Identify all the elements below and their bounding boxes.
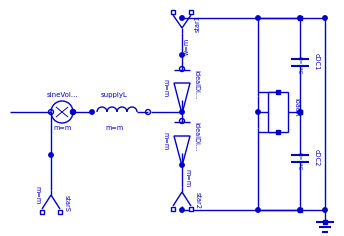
- Text: C=2*C: C=2*C: [297, 152, 301, 170]
- Bar: [298, 208, 302, 212]
- Text: m=m: m=m: [34, 186, 40, 204]
- Bar: [40, 210, 44, 214]
- Circle shape: [180, 163, 184, 167]
- Circle shape: [256, 16, 260, 20]
- Circle shape: [180, 53, 184, 57]
- Text: supplyL: supplyL: [100, 92, 127, 98]
- Bar: [171, 207, 175, 211]
- Text: cDC1: cDC1: [314, 53, 320, 71]
- Bar: [298, 110, 302, 114]
- Circle shape: [180, 208, 184, 212]
- Text: m=m: m=m: [162, 132, 168, 150]
- Bar: [171, 10, 175, 14]
- Circle shape: [298, 110, 302, 114]
- Circle shape: [90, 110, 94, 114]
- Text: groundDC: groundDC: [329, 235, 344, 236]
- Text: idealDi...: idealDi...: [193, 122, 199, 152]
- Bar: [276, 90, 280, 94]
- Circle shape: [256, 208, 260, 212]
- Text: m=m: m=m: [105, 125, 123, 131]
- Text: w=m: w=m: [184, 37, 190, 55]
- Bar: [323, 220, 327, 224]
- Circle shape: [180, 110, 184, 114]
- Circle shape: [256, 110, 260, 114]
- Bar: [268, 92, 288, 132]
- Bar: [298, 16, 302, 20]
- Text: m=m: m=m: [162, 79, 168, 98]
- Text: cDC2: cDC2: [314, 149, 320, 167]
- Text: idealDi...: idealDi...: [193, 70, 199, 99]
- Text: loadR: loadR: [293, 98, 299, 116]
- Circle shape: [71, 110, 75, 114]
- Text: sineVol...: sineVol...: [46, 92, 78, 98]
- Bar: [189, 10, 193, 14]
- Bar: [276, 130, 280, 134]
- Bar: [189, 207, 193, 211]
- Text: C=2*C: C=2*C: [297, 56, 301, 74]
- Bar: [58, 210, 62, 214]
- Circle shape: [180, 16, 184, 20]
- Text: starS: starS: [64, 194, 70, 211]
- Text: star1: star1: [195, 16, 201, 32]
- Circle shape: [298, 16, 302, 20]
- Circle shape: [323, 208, 327, 212]
- Text: m=m: m=m: [53, 125, 71, 131]
- Text: star2: star2: [195, 192, 201, 208]
- Text: m=m: m=m: [184, 169, 190, 187]
- Circle shape: [49, 153, 53, 157]
- Circle shape: [323, 16, 327, 20]
- Bar: [298, 110, 302, 114]
- Circle shape: [298, 208, 302, 212]
